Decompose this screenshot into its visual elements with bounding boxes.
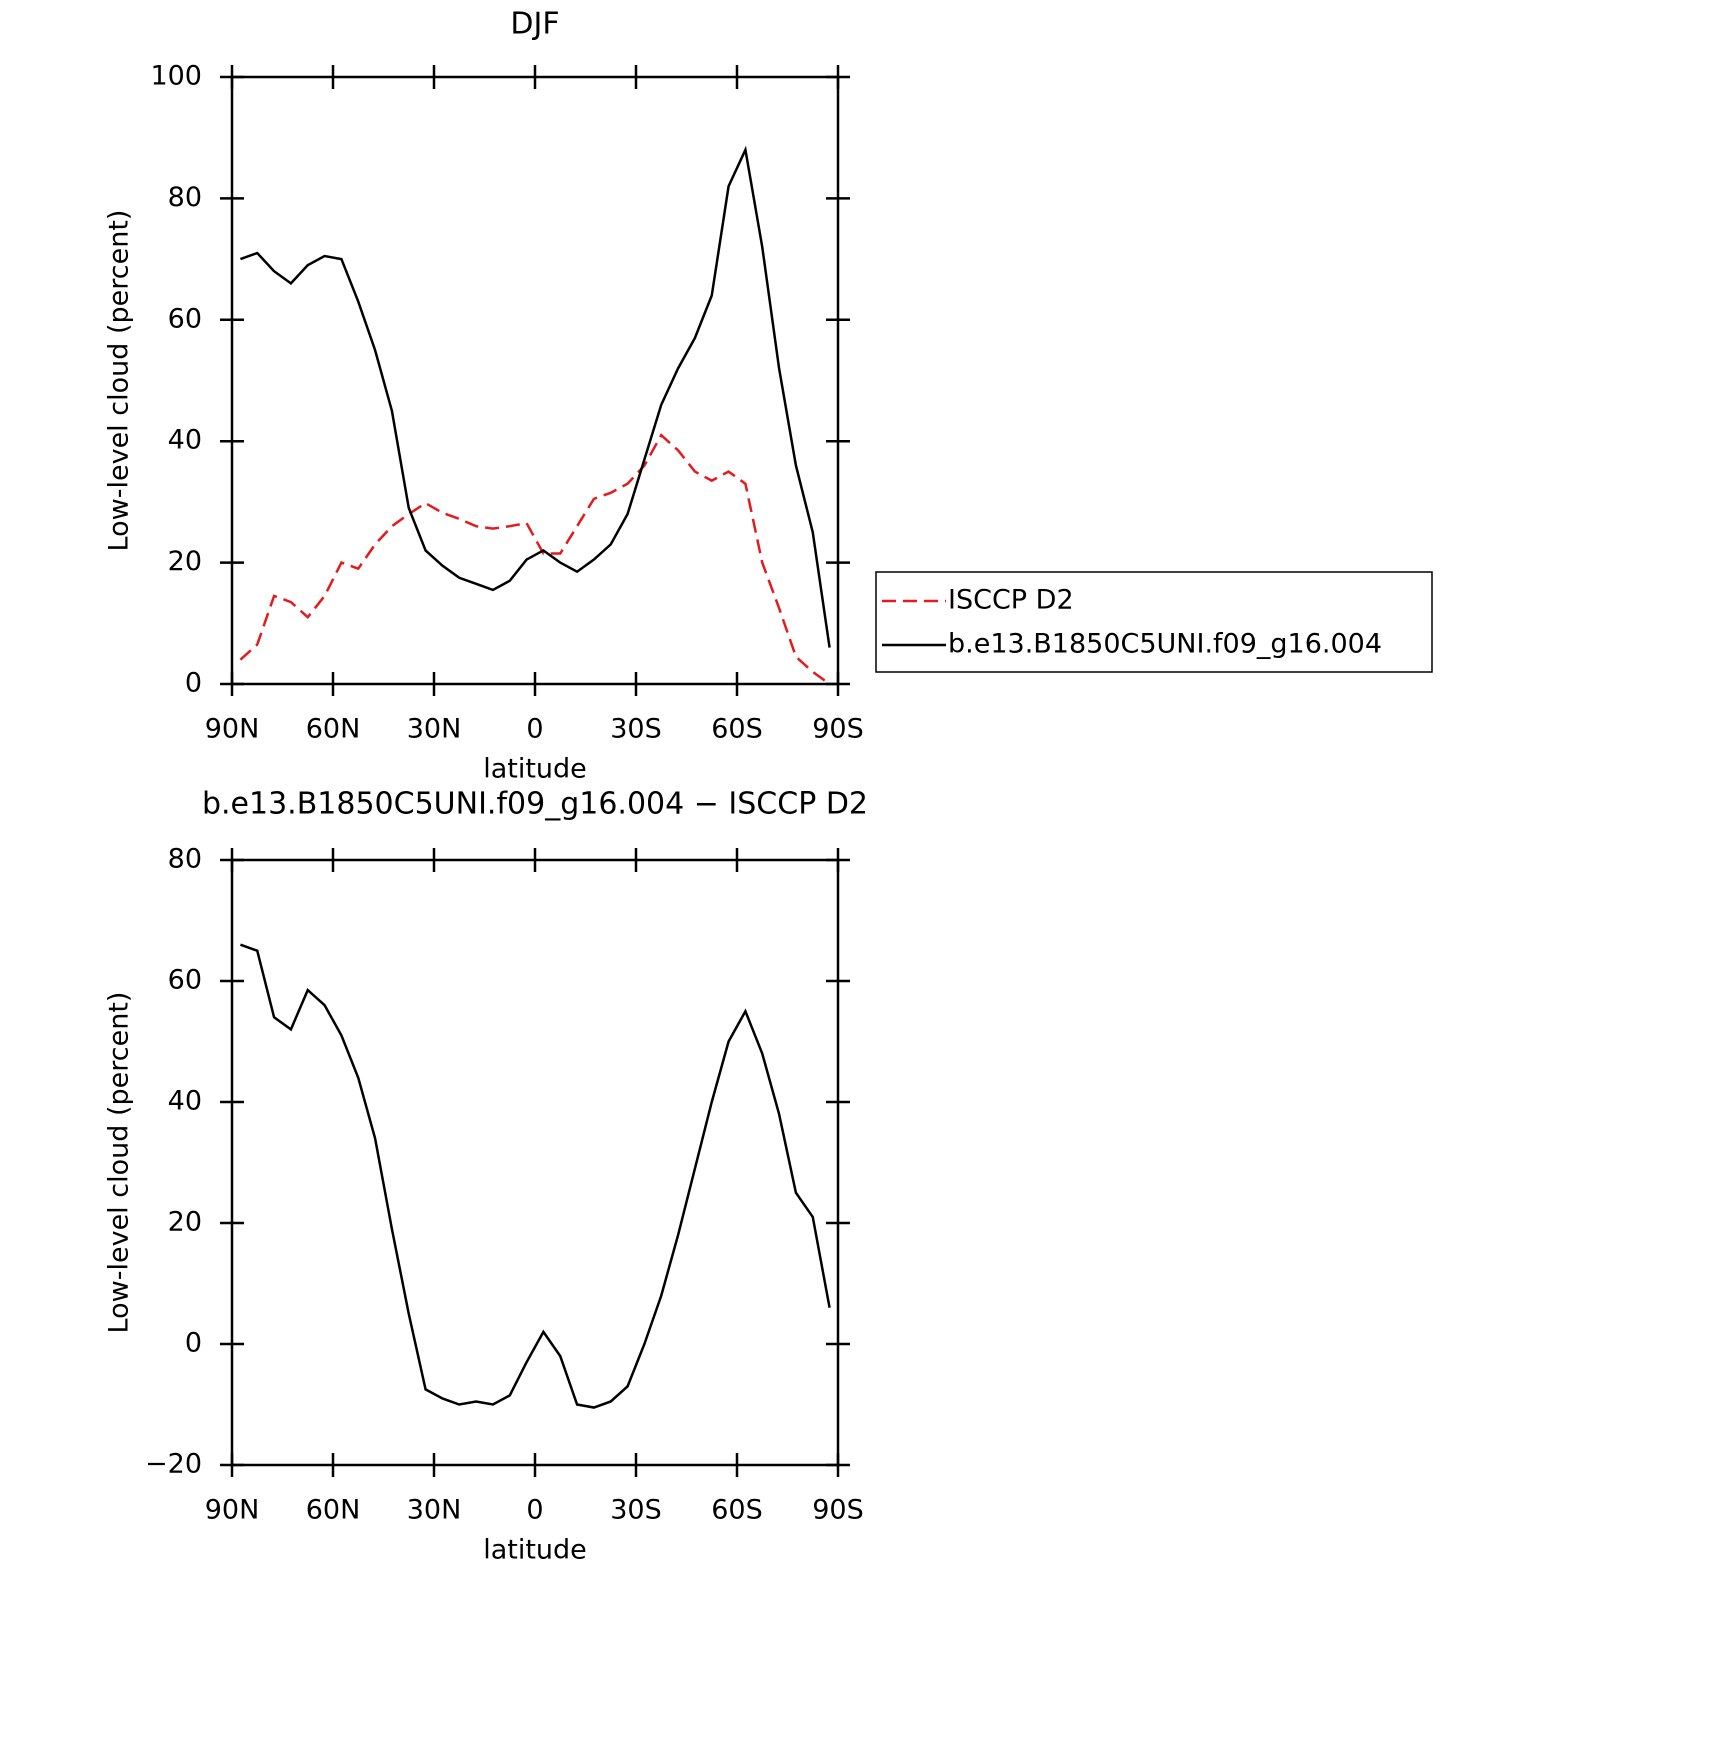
- y-tick-label: 20: [168, 546, 202, 577]
- y-axis-label: Low-level cloud (percent): [104, 210, 135, 552]
- data-line: [239, 433, 831, 686]
- x-tick-label: 60S: [711, 1495, 763, 1526]
- y-tick-label: 60: [168, 965, 202, 996]
- chart-title: DJF: [510, 7, 559, 42]
- x-tick-label: 30N: [407, 714, 462, 745]
- y-axis-label: Low-level cloud (percent): [104, 992, 135, 1334]
- y-tick-label: 60: [168, 303, 202, 334]
- x-axis-label: latitude: [483, 1535, 587, 1566]
- legend-box: [875, 571, 1433, 673]
- x-tick-label: 60S: [711, 714, 763, 745]
- x-tick-label: 0: [526, 714, 543, 745]
- y-tick-label: 0: [185, 1328, 202, 1359]
- y-tick-label: 80: [168, 182, 202, 213]
- x-tick-label: 30S: [610, 1495, 662, 1526]
- plot-frame: [230, 75, 840, 686]
- x-tick-label: 30S: [610, 714, 662, 745]
- data-line: [239, 145, 831, 648]
- y-tick-label: 40: [168, 1086, 202, 1117]
- x-tick-label: 0: [526, 1495, 543, 1526]
- y-tick-label: −20: [145, 1449, 202, 1480]
- plot-frame: [230, 858, 840, 1467]
- x-tick-label: 60N: [306, 1495, 361, 1526]
- y-tick-label: 100: [150, 61, 202, 92]
- x-tick-label: 90N: [205, 714, 260, 745]
- y-tick-label: 40: [168, 425, 202, 456]
- x-tick-label: 60N: [306, 714, 361, 745]
- y-tick-label: 0: [185, 668, 202, 699]
- x-axis-label: latitude: [483, 754, 587, 785]
- legend-label: b.e13.B1850C5UNI.f09_g16.004: [948, 629, 1382, 660]
- legend-label: ISCCP D2: [948, 585, 1074, 616]
- x-tick-label: 90N: [205, 1495, 260, 1526]
- x-tick-label: 90S: [812, 714, 864, 745]
- y-tick-label: 20: [168, 1207, 202, 1238]
- chart-title: b.e13.B1850C5UNI.f09_g16.004 − ISCCP D2: [202, 787, 868, 822]
- x-tick-label: 90S: [812, 1495, 864, 1526]
- legend: ISCCP D2 b.e13.B1850C5UNI.f09_g16.004: [875, 571, 1433, 673]
- x-tick-label: 30N: [407, 1495, 462, 1526]
- data-line: [239, 943, 831, 1409]
- y-tick-label: 80: [168, 844, 202, 875]
